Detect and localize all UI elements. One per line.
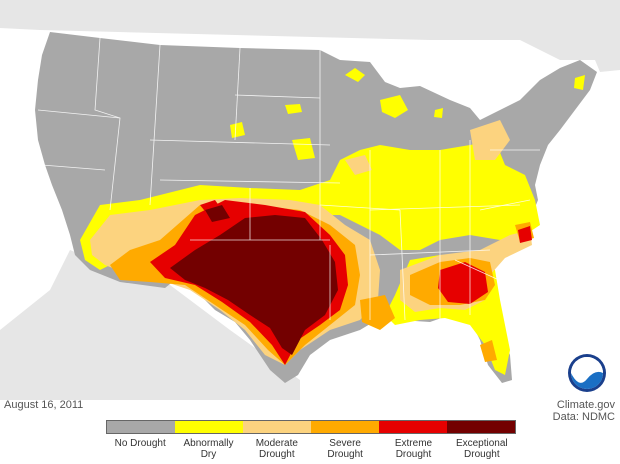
legend-label-no-drought: No Drought [114,438,166,449]
legend-swatch-no-drought [107,421,175,433]
surrounding-land [0,0,620,400]
map-credit: Climate.gov Data: NDMC [553,399,615,423]
legend-label-extreme: Extreme Drought [394,438,433,460]
credit-site: Climate.gov [556,399,615,411]
drought-legend: No Drought Abnormally Dry Moderate Droug… [106,420,516,464]
legend-label-exceptional: Exceptional Drought [455,438,508,460]
legend-label-abnormally-dry: Abnormally Dry [183,438,234,460]
legend-swatch-severe [311,421,379,433]
drought-layer-exceptional [170,205,338,355]
legend-swatch-extreme [379,421,447,433]
legend-label-severe: Severe Drought [327,438,363,460]
legend-label-moderate: Moderate Drought [255,438,298,460]
legend-swatch-exceptional [447,421,515,433]
drought-map [0,0,620,400]
state-borders [37,37,540,321]
legend-color-bar [106,420,516,434]
map-date: August 16, 2011 [4,399,84,411]
credit-data: Data: NDMC [552,411,615,423]
noaa-logo [568,354,606,392]
legend-swatch-moderate [243,421,311,433]
legend-swatch-abnormally-dry [175,421,243,433]
